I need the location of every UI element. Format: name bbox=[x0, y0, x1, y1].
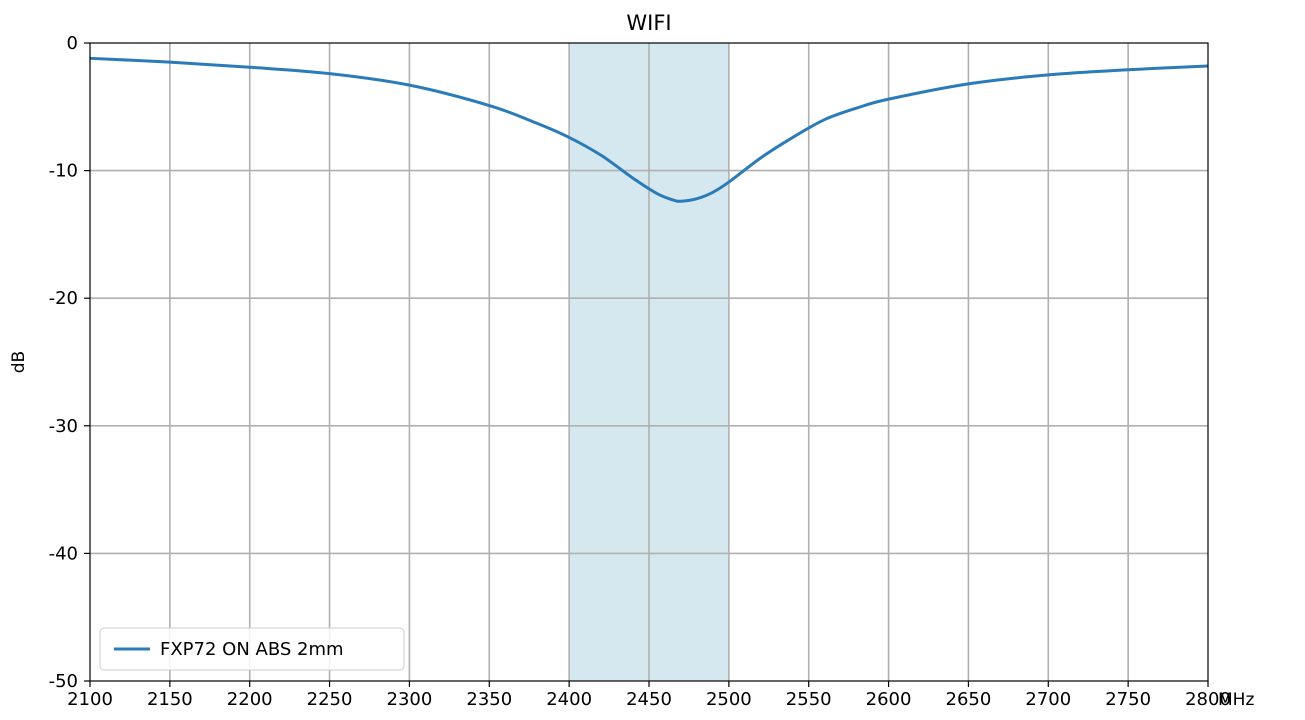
x-axis-label: MHz bbox=[1218, 690, 1254, 710]
x-tick-label: 2800 bbox=[1185, 689, 1231, 710]
y-tick-label: 0 bbox=[67, 33, 78, 54]
x-tick-label: 2600 bbox=[866, 689, 912, 710]
grid bbox=[90, 43, 1208, 681]
x-tick-label: 2450 bbox=[626, 689, 672, 710]
legend-label: FXP72 ON ABS 2mm bbox=[160, 639, 344, 660]
x-tick-label: 2150 bbox=[147, 689, 193, 710]
y-tick-label: -50 bbox=[49, 671, 78, 692]
x-tick-label: 2350 bbox=[466, 689, 512, 710]
x-tick-label: 2100 bbox=[67, 689, 113, 710]
y-tick-label: -20 bbox=[49, 288, 78, 309]
series-layer bbox=[89, 56, 1209, 203]
y-tick-label: -10 bbox=[49, 161, 78, 182]
x-tick-label: 2650 bbox=[946, 689, 992, 710]
x-tick-label: 2550 bbox=[786, 689, 832, 710]
y-axis-label: dB bbox=[9, 351, 29, 373]
x-tick-label: 2300 bbox=[387, 689, 433, 710]
x-tick-label: 2400 bbox=[546, 689, 592, 710]
y-tick-label: -30 bbox=[49, 416, 78, 437]
y-ticks: 0 -10 -20 -30 -40 -50 bbox=[49, 33, 90, 692]
series-line bbox=[89, 56, 1209, 203]
legend: FXP72 ON ABS 2mm bbox=[99, 627, 405, 671]
chart-title: WIFI bbox=[626, 11, 671, 35]
y-tick-label: -40 bbox=[49, 543, 78, 564]
legend-box bbox=[99, 627, 405, 671]
x-tick-label: 2500 bbox=[706, 689, 752, 710]
x-tick-label: 2750 bbox=[1105, 689, 1151, 710]
x-tick-label: 2200 bbox=[227, 689, 273, 710]
x-tick-label: 2250 bbox=[307, 689, 353, 710]
x-tick-label: 2700 bbox=[1025, 689, 1071, 710]
x-ticks: 2100 2150 2200 2250 2300 2350 2400 2450 2500 2550… bbox=[67, 681, 1231, 710]
